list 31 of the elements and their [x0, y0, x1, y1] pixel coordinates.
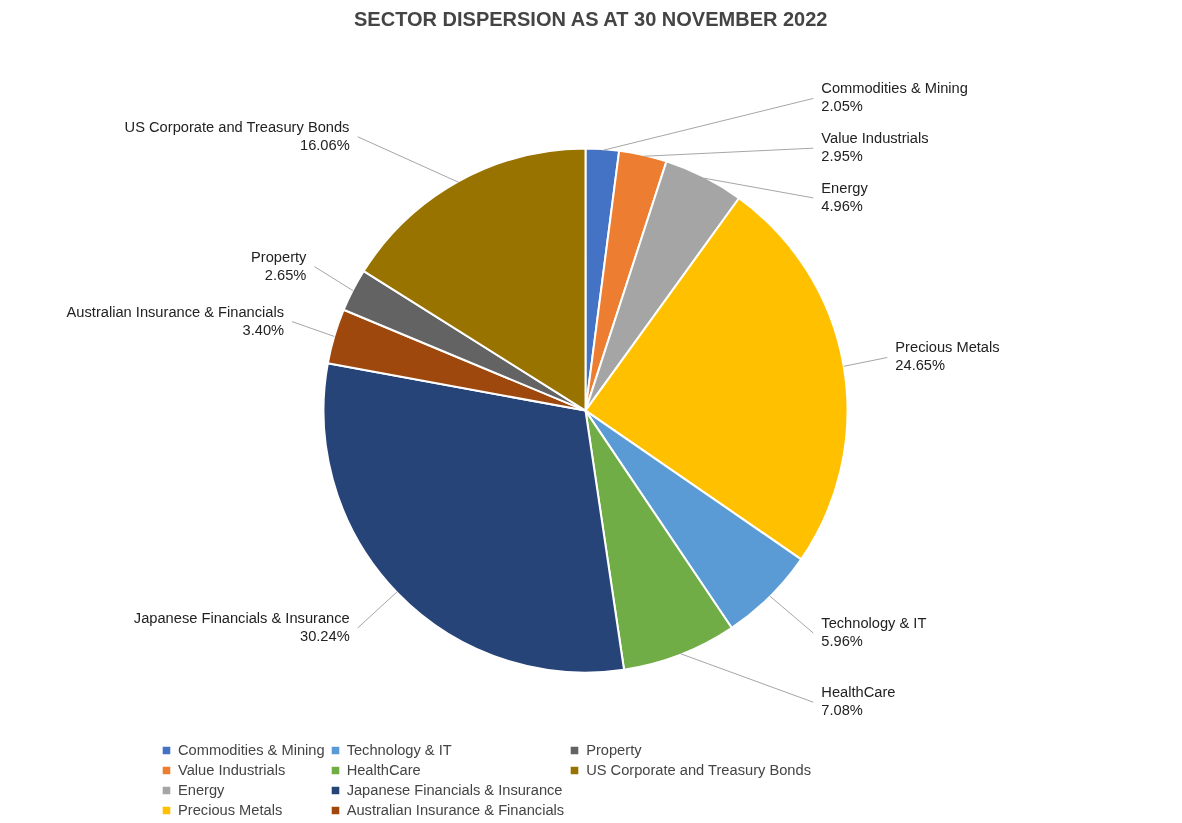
slice-label: Precious Metals [895, 339, 1000, 356]
legend-label: Commodities & Mining [178, 742, 325, 758]
legend-label: Value Industrials [178, 762, 286, 778]
slice-label: Japanese Financials & Insurance [133, 610, 350, 627]
legend-label: Precious Metals [178, 802, 283, 818]
legend-label: US Corporate and Treasury Bonds [586, 762, 811, 778]
slice-label: Technology & IT [821, 615, 927, 632]
legend-label: Japanese Financials & Insurance [346, 782, 563, 798]
slice-label: US Corporate and Treasury Bonds [124, 118, 350, 135]
chart-title: SECTOR DISPERSION AS AT 30 NOVEMBER 2022 [354, 7, 828, 30]
data-label: 5.96% [821, 633, 863, 650]
slice-label: Energy [821, 179, 869, 196]
data-label: 2.95% [821, 148, 863, 165]
data-label: 24.65% [895, 357, 946, 374]
data-label: 2.05% [821, 98, 863, 115]
data-label: 16.06% [299, 136, 350, 153]
legend-label: Energy [178, 782, 225, 798]
slice-label: Australian Insurance & Financials [66, 303, 285, 320]
slice-label: Property [251, 248, 308, 265]
data-label: 7.08% [821, 702, 863, 719]
legend-label: Technology & IT [346, 742, 452, 758]
slice-label: HealthCare [821, 684, 896, 701]
legend-label: Property [586, 742, 642, 758]
data-label: 3.40% [242, 321, 285, 338]
slice-label: Commodities & Mining [821, 80, 968, 97]
legend-label: HealthCare [346, 762, 421, 778]
legend-label: Australian Insurance & Financials [346, 802, 565, 818]
data-label: 4.96% [821, 197, 863, 214]
slice-label: Value Industrials [821, 130, 929, 147]
data-label: 30.24% [299, 628, 350, 644]
data-label: 2.65% [264, 266, 307, 283]
